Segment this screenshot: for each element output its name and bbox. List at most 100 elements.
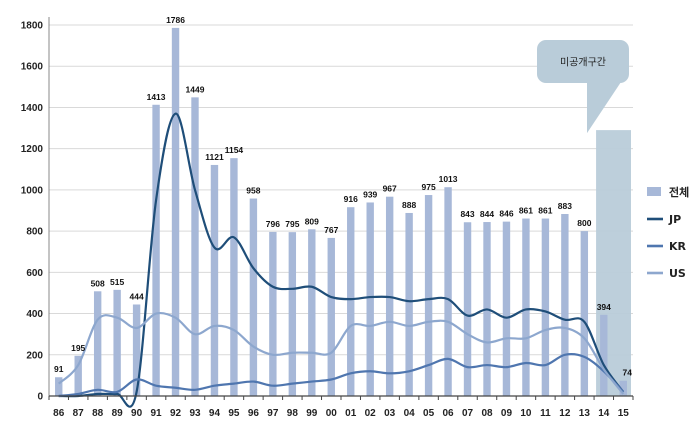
bar-label-01: 916 <box>344 194 358 204</box>
bar-98 <box>288 232 297 396</box>
x-tick-label-93: 93 <box>189 408 201 419</box>
legend-label-jp: JP <box>668 213 681 226</box>
bar-label-12: 883 <box>558 201 572 211</box>
x-tick-label-07: 07 <box>462 408 474 419</box>
bar-label-89: 515 <box>110 277 124 287</box>
x-tick-label-98: 98 <box>287 408 299 419</box>
legend-label-kr: KR <box>669 240 687 253</box>
bar-label-11: 861 <box>538 206 552 216</box>
bar-04 <box>405 212 413 396</box>
bar-label-14: 394 <box>597 302 611 312</box>
legend: 전체 JP KR US <box>647 185 689 280</box>
bar-89 <box>113 289 121 396</box>
legend-label-us: US <box>669 267 686 280</box>
x-tick-label-90: 90 <box>131 408 143 419</box>
bar-label-95: 1154 <box>225 145 244 155</box>
bar-10 <box>522 218 530 396</box>
bar-90 <box>132 304 141 396</box>
x-tick-label-91: 91 <box>151 408 163 419</box>
bar-01 <box>347 207 355 396</box>
y-tick-label: 1400 <box>21 103 44 114</box>
bar-92 <box>171 27 180 396</box>
x-tick-label-94: 94 <box>209 408 221 419</box>
bar-label-94: 1121 <box>205 152 224 162</box>
x-tick-label-96: 96 <box>248 408 260 419</box>
y-tick-label: 400 <box>26 309 43 320</box>
bar-95 <box>230 158 238 396</box>
x-tick-label-11: 11 <box>540 408 551 419</box>
legend-swatch-total <box>647 187 661 196</box>
y-tick-label: 1600 <box>21 62 44 73</box>
bar-99 <box>308 229 316 396</box>
bar-91 <box>152 104 160 396</box>
x-tick-label-10: 10 <box>520 408 532 419</box>
bar-label-10: 861 <box>519 206 533 216</box>
bar-label-90: 444 <box>130 291 144 301</box>
x-tick-label-95: 95 <box>228 408 240 419</box>
total-bars <box>55 27 627 396</box>
bar-label-09: 846 <box>499 209 513 219</box>
bar-label-15: 74 <box>623 368 633 378</box>
callout-text: 미공개구간 <box>560 57 606 69</box>
bar-label-07: 843 <box>460 209 474 219</box>
bar-09 <box>502 221 511 396</box>
x-tick-label-88: 88 <box>92 408 104 419</box>
bar-label-04: 888 <box>402 200 416 210</box>
x-tick-label-86: 86 <box>53 408 65 419</box>
bar-11 <box>541 218 550 396</box>
bar-label-99: 809 <box>305 216 319 226</box>
bar-93 <box>191 97 199 396</box>
bar-label-87: 195 <box>71 343 85 353</box>
x-tick-label-02: 02 <box>365 408 377 419</box>
bar-label-97: 796 <box>266 219 280 229</box>
country-lines <box>57 112 625 408</box>
x-tick-label-04: 04 <box>404 408 416 419</box>
bar-label-91: 1413 <box>147 92 166 102</box>
legend-label-total: 전체 <box>669 185 689 199</box>
x-tick-label-89: 89 <box>112 408 124 419</box>
y-tick-label: 200 <box>26 350 43 361</box>
bar-00 <box>327 237 335 396</box>
y-tick-label: 1000 <box>21 185 44 196</box>
x-tick-label-14: 14 <box>598 408 610 419</box>
y-tick-label: 1800 <box>21 21 44 32</box>
bar-97 <box>269 231 277 396</box>
bar-86 <box>55 377 63 396</box>
bar-label-13: 800 <box>577 218 591 228</box>
x-tick-label-12: 12 <box>559 408 571 419</box>
bar-13 <box>580 231 589 396</box>
callout-pointer <box>587 82 621 134</box>
bar-label-92: 1786 <box>166 15 185 25</box>
x-tick-label-05: 05 <box>423 408 435 419</box>
bar-02 <box>366 202 374 396</box>
bar-07 <box>463 222 472 396</box>
x-tick-label-99: 99 <box>306 408 318 419</box>
bar-14 <box>600 314 608 396</box>
y-tick-label: 0 <box>37 392 43 403</box>
x-tick-label-09: 09 <box>501 408 513 419</box>
line-us <box>57 311 625 395</box>
x-tick-label-00: 00 <box>326 408 338 419</box>
y-tick-label: 1200 <box>21 144 44 155</box>
bar-94 <box>210 164 219 396</box>
line-kr <box>58 353 625 398</box>
bar-88 <box>93 291 102 396</box>
bar-label-03: 967 <box>383 184 397 194</box>
y-tick-label: 800 <box>26 227 43 238</box>
bar-label-02: 939 <box>363 189 377 199</box>
bar-87 <box>74 355 82 396</box>
line-jp <box>58 112 625 408</box>
bar-05 <box>424 195 433 396</box>
x-tick-label-13: 13 <box>579 408 591 419</box>
bar-06 <box>444 187 452 396</box>
bar-label-00: 767 <box>324 225 338 235</box>
x-tick-label-06: 06 <box>443 408 455 419</box>
bar-label-98: 795 <box>285 219 299 229</box>
y-tick-label: 600 <box>26 268 43 279</box>
bar-label-88: 508 <box>91 278 105 288</box>
bar-label-08: 844 <box>480 209 494 219</box>
bar-12 <box>561 214 569 396</box>
